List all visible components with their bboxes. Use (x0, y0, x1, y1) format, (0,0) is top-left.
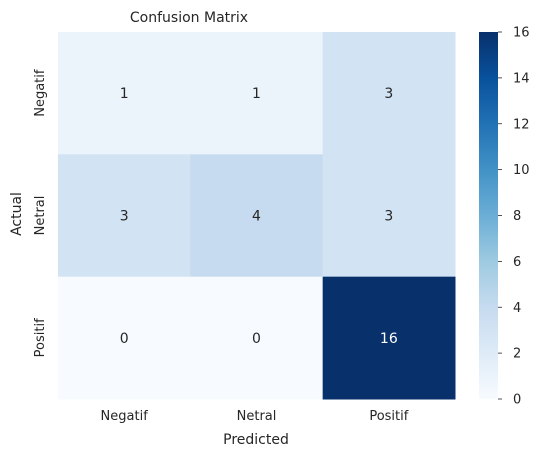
x-axis-label: Predicted (223, 432, 289, 448)
y-axis-label: Actual (9, 192, 25, 236)
cell-value-label-1-1: 4 (252, 209, 261, 225)
heatmap-cell-1-2 (322, 154, 456, 278)
colorbar-ticks: 0 2 4 6 8 10 12 14 16 (498, 26, 530, 408)
colorbar (479, 32, 498, 399)
cell-value-label-0-0: 1 (120, 86, 129, 102)
chart-title: Confusion Matrix (130, 10, 248, 26)
cell-value-label-2-1: 0 (252, 331, 261, 347)
colorbar-tick-label-8: 16 (513, 26, 530, 41)
y-tick-label-1: Netral (33, 196, 48, 236)
colorbar-tick-label-4: 8 (513, 209, 521, 224)
cell-value-label-2-0: 0 (120, 331, 129, 347)
colorbar-tick-label-7: 14 (513, 71, 530, 86)
colorbar-tick-label-3: 6 (513, 255, 521, 270)
heatmap-cell-0-2 (322, 32, 456, 155)
heatmap-cell-2-1 (190, 276, 324, 400)
x-tick-label-1: Netral (237, 409, 277, 424)
heatmap-cell-1-1 (190, 154, 324, 278)
cell-value-label-2-2: 16 (380, 331, 398, 347)
colorbar-tick-label-6: 12 (513, 117, 530, 132)
heatmap-cell-1-0 (58, 154, 191, 278)
cell-value-label-1-0: 3 (120, 209, 129, 225)
heatmap-cell-0-1 (190, 32, 324, 155)
cell-value-label-0-2: 3 (384, 86, 393, 102)
colorbar-tick-label-2: 4 (513, 301, 521, 316)
heatmap-cell-2-0 (58, 276, 191, 400)
x-tick-label-0: Negatif (101, 409, 149, 424)
heatmap-cell-0-0 (58, 32, 191, 155)
heatmap-cell-2-2 (322, 276, 456, 400)
heatmap-cells: 1 1 3 3 4 3 0 0 16 (58, 32, 456, 400)
y-tick-labels: Negatif Netral Positif (33, 69, 48, 357)
x-tick-labels: Negatif Netral Positif (101, 409, 409, 424)
colorbar-tick-label-1: 2 (513, 347, 521, 362)
y-tick-label-0: Negatif (33, 69, 48, 117)
cell-value-label-1-2: 3 (384, 209, 393, 225)
y-tick-label-2: Positif (33, 318, 48, 357)
cell-value-label-0-1: 1 (252, 86, 261, 102)
colorbar-tick-label-5: 10 (513, 163, 530, 178)
colorbar-tick-label-0: 0 (513, 393, 521, 408)
x-tick-label-2: Positif (369, 409, 408, 424)
